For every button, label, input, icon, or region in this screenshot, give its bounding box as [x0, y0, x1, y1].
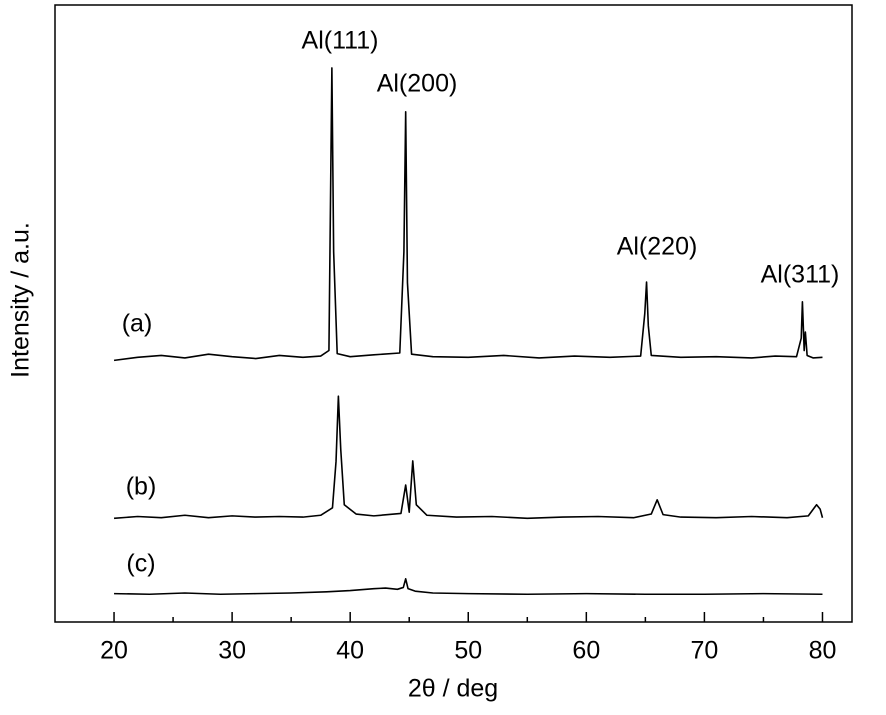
series-label: (b) — [126, 473, 157, 501]
peak-annotation: Al(111) — [302, 27, 379, 55]
x-tick-label: 40 — [336, 637, 364, 665]
series-label: (a) — [122, 310, 153, 338]
x-tick-label: 20 — [100, 637, 128, 665]
x-tick-label: 30 — [218, 637, 246, 665]
x-tick-label: 70 — [691, 637, 719, 665]
series-line — [113, 67, 823, 362]
series-line — [113, 395, 824, 520]
x-axis-label: 2θ / deg — [408, 675, 498, 703]
peak-annotation: Al(200) — [377, 70, 458, 98]
series-line — [114, 578, 823, 596]
series-label: (c) — [126, 550, 155, 578]
y-axis-label: Intensity / a.u. — [7, 222, 35, 378]
x-tick-label: 80 — [809, 637, 837, 665]
peak-annotation: Al(220) — [617, 233, 698, 261]
x-tick-label: 50 — [454, 637, 482, 665]
peak-annotation: Al(311) — [761, 261, 840, 289]
x-tick-label: 60 — [572, 637, 600, 665]
plot-frame — [54, 4, 853, 623]
